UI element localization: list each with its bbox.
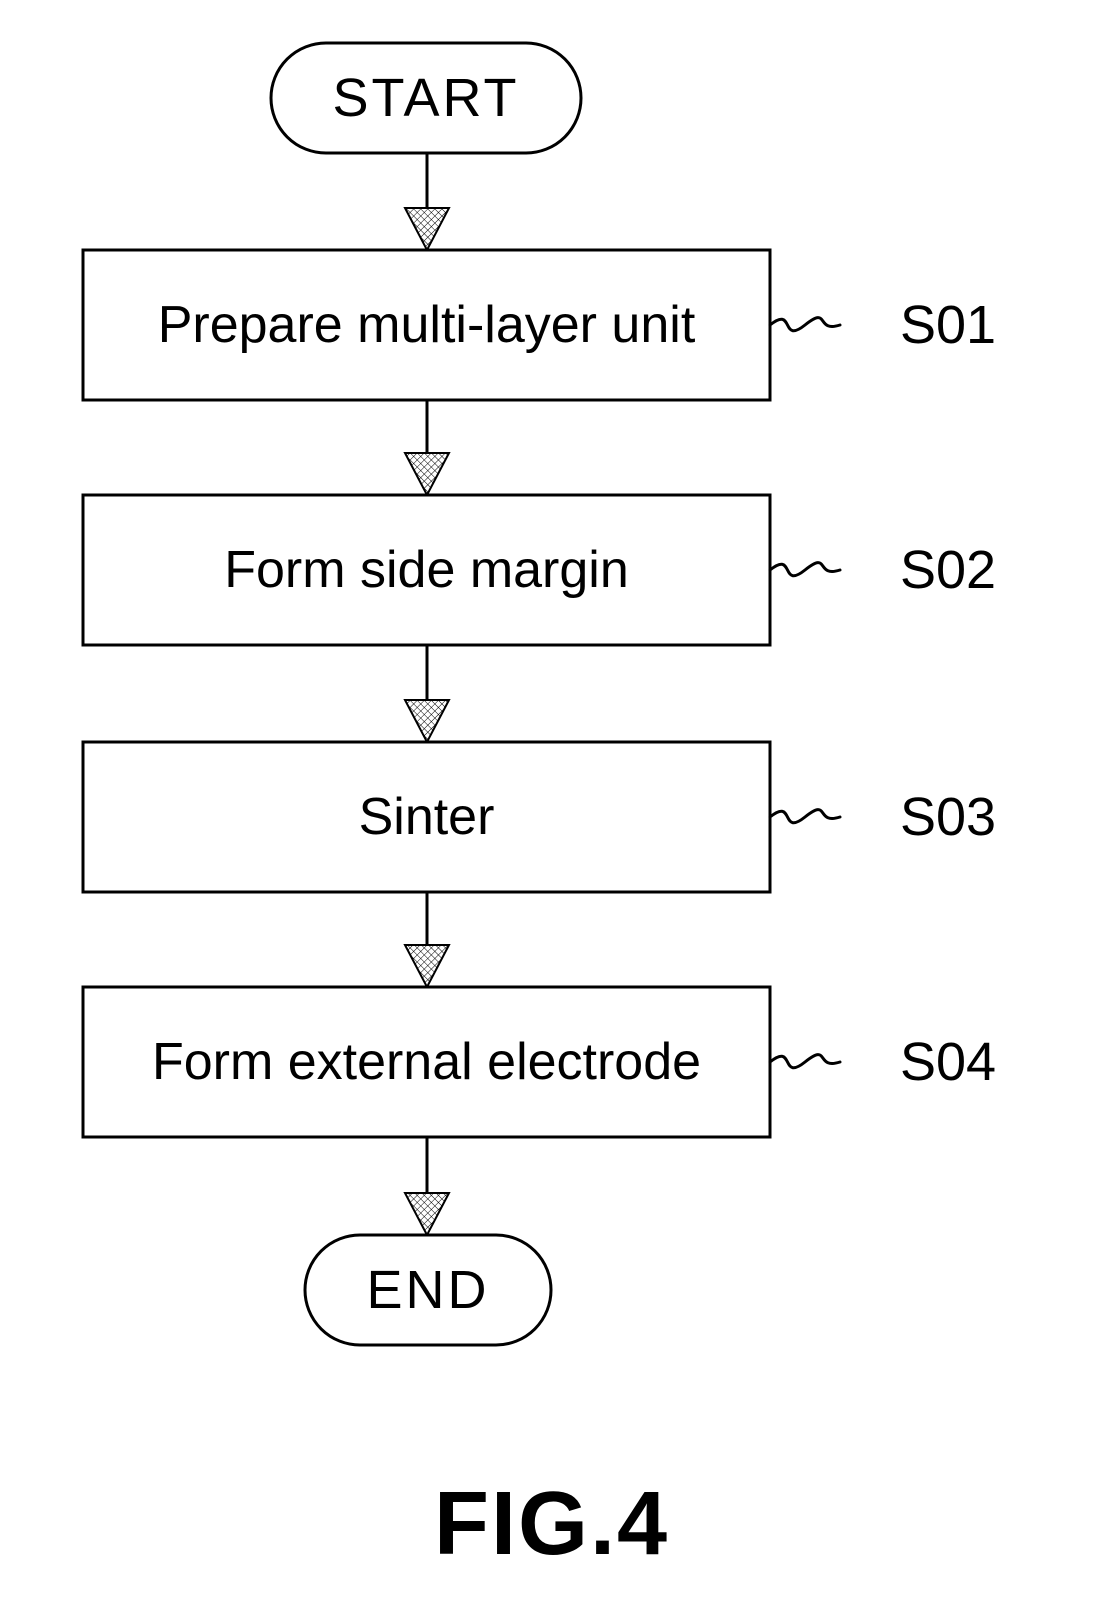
node-s01-tag-connector	[770, 318, 840, 331]
flow-arrow-head	[405, 700, 449, 742]
node-s04-tag: S04	[900, 1032, 996, 1092]
node-s02-tag-connector	[770, 563, 840, 576]
flow-arrow-head	[405, 453, 449, 495]
node-end: END	[305, 1235, 551, 1345]
node-s02-label: Form side margin	[224, 541, 629, 599]
flow-arrow-head	[405, 208, 449, 250]
node-end-label: END	[366, 1260, 489, 1320]
flow-arrow-head	[405, 945, 449, 987]
node-s01: Prepare multi-layer unit S01	[83, 250, 996, 400]
node-s04-label: Form external electrode	[152, 1033, 701, 1091]
figure-title: FIG.4	[434, 1474, 669, 1574]
node-start: START	[271, 43, 581, 153]
node-start-label: START	[332, 68, 519, 128]
node-s02: Form side margin S02	[83, 495, 996, 645]
node-s03-tag-connector	[770, 810, 840, 823]
node-s03: Sinter S03	[83, 742, 996, 892]
node-s02-tag: S02	[900, 540, 996, 600]
node-s04: Form external electrode S04	[83, 987, 996, 1137]
flow-arrow-head	[405, 1193, 449, 1235]
node-s01-tag: S01	[900, 295, 996, 355]
flowchart-canvas: START Prepare multi-layer unit S01 Form sid…	[0, 0, 1103, 1612]
node-s04-tag-connector	[770, 1055, 840, 1068]
node-s01-label: Prepare multi-layer unit	[158, 296, 696, 354]
node-s03-label: Sinter	[359, 788, 495, 846]
node-s03-tag: S03	[900, 787, 996, 847]
